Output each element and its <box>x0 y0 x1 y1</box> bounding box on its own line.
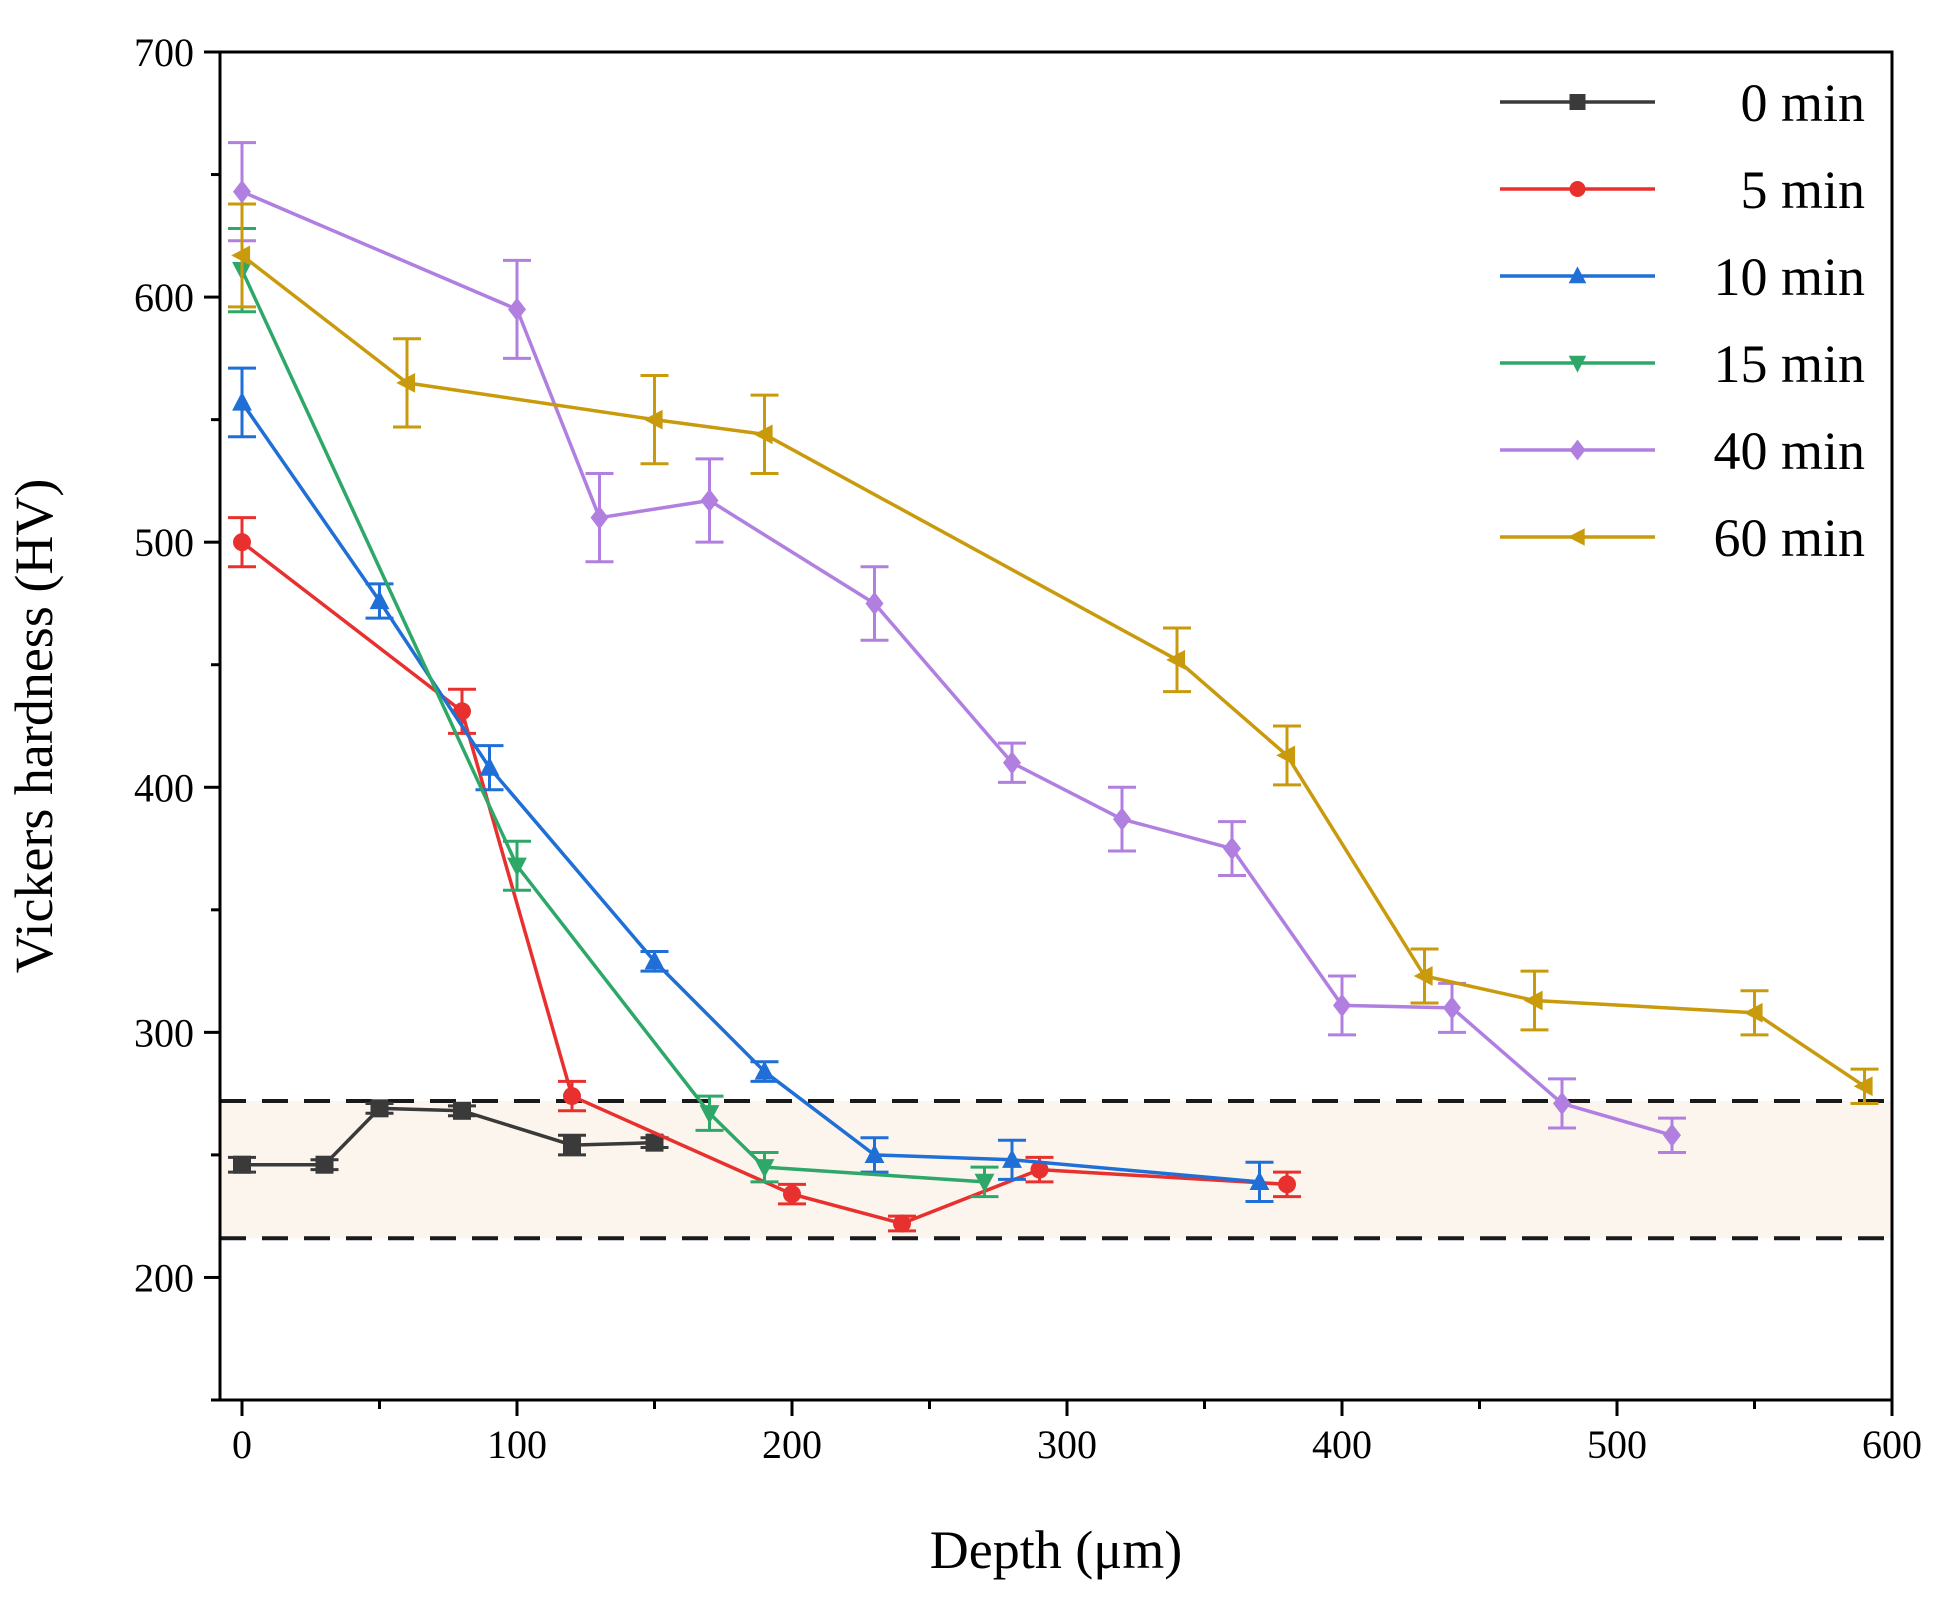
legend-item-5-min: 5 min <box>1500 160 1865 220</box>
data-point <box>232 391 252 411</box>
x-tick-label: 200 <box>762 1422 822 1467</box>
data-point <box>563 1136 581 1155</box>
series-line <box>242 1106 655 1167</box>
legend-item-0-min: 0 min <box>1500 73 1865 133</box>
data-point <box>370 1099 389 1118</box>
legend-item-60-min: 60 min <box>1500 508 1865 568</box>
series-line <box>240 254 1866 1088</box>
data-point <box>1853 1076 1873 1097</box>
data-point <box>1030 1160 1049 1179</box>
legend-label: 15 min <box>1713 334 1865 394</box>
legend: 0 min 5 min 10 min 15 min 40 min 60 min <box>1500 73 1865 568</box>
legend-marker <box>1569 94 1586 110</box>
legend-marker <box>1568 266 1587 284</box>
data-point <box>1002 1149 1022 1168</box>
ticks: 0 100 200 300 400 500 600 200 300 400 500 600 700 <box>134 30 1922 1467</box>
y-tick-label: 400 <box>134 765 194 810</box>
data-point <box>369 590 390 610</box>
data-point <box>1743 1002 1763 1023</box>
data-point <box>974 1173 995 1193</box>
legend-label: 60 min <box>1713 508 1865 568</box>
x-tick-label: 500 <box>1587 1422 1647 1467</box>
data-point <box>453 702 471 721</box>
legend-marker <box>1567 528 1585 546</box>
data-point <box>754 1159 775 1178</box>
series-40-min <box>228 141 1686 1154</box>
legend-label: 5 min <box>1740 160 1865 220</box>
series-5-min <box>228 516 1301 1233</box>
y-tick-label: 200 <box>134 1255 194 1300</box>
legend-label: 0 min <box>1740 73 1865 133</box>
data-point <box>644 950 665 970</box>
data-point <box>1003 751 1021 775</box>
data-point <box>563 1087 581 1106</box>
y-tick-label: 500 <box>134 520 194 565</box>
data-point <box>1443 996 1461 1020</box>
data-point <box>396 372 416 393</box>
data-point <box>233 180 251 204</box>
plot-frame <box>218 50 1894 1402</box>
x-tick-label: 400 <box>1312 1422 1372 1467</box>
data-point <box>1278 1175 1296 1194</box>
data-point <box>893 1214 911 1233</box>
data-point <box>1663 1123 1681 1148</box>
data-point <box>754 1060 775 1080</box>
legend-marker <box>1568 355 1587 373</box>
data-point <box>1223 836 1241 861</box>
x-axis-title: Depth (μm) <box>930 1520 1182 1580</box>
data-point <box>1276 745 1296 766</box>
data-point <box>233 1155 251 1174</box>
data-point <box>1113 807 1131 831</box>
data-point <box>1249 1171 1270 1190</box>
data-point <box>783 1185 801 1204</box>
data-point <box>643 409 663 430</box>
data-point <box>315 1155 334 1174</box>
series-15-min <box>228 226 999 1199</box>
legend-label: 40 min <box>1713 421 1865 481</box>
data-point <box>507 857 527 877</box>
data-point <box>1553 1091 1571 1116</box>
x-tick-label: 0 <box>232 1422 252 1467</box>
legend-item-40-min: 40 min <box>1500 421 1865 481</box>
x-tick-label: 600 <box>1862 1422 1922 1467</box>
series-10-min <box>228 366 1274 1203</box>
x-tick-label: 100 <box>487 1422 547 1467</box>
series-60-min <box>228 202 1879 1105</box>
x-tick-label: 300 <box>1037 1422 1097 1467</box>
series-layer <box>228 141 1879 1233</box>
series-line <box>240 401 1260 1184</box>
data-point <box>233 533 251 552</box>
data-point <box>1413 966 1433 986</box>
data-point <box>231 245 251 266</box>
data-point <box>508 297 526 322</box>
y-tick-label: 300 <box>134 1010 194 1055</box>
legend-marker <box>1569 181 1586 197</box>
series-line <box>241 190 1673 1137</box>
y-tick-label: 700 <box>134 30 194 75</box>
data-point <box>699 1105 720 1125</box>
series-line <box>240 269 985 1184</box>
y-tick-label: 600 <box>134 275 194 320</box>
axes <box>218 50 1894 1402</box>
legend-item-10-min: 10 min <box>1500 247 1865 307</box>
data-point <box>590 505 609 530</box>
data-point <box>479 756 500 776</box>
data-point <box>753 424 773 445</box>
series-0-min <box>228 1099 669 1174</box>
data-point <box>700 488 719 513</box>
data-point <box>645 1133 664 1152</box>
data-point <box>864 1144 885 1164</box>
legend-marker <box>1569 439 1586 461</box>
data-point <box>453 1101 471 1120</box>
legend-item-15-min: 15 min <box>1500 334 1865 394</box>
legend-label: 10 min <box>1713 247 1865 307</box>
data-point <box>1333 993 1351 1018</box>
y-axis-title: Vickers hardness (HV) <box>4 479 64 974</box>
data-point <box>865 591 884 616</box>
data-point <box>1523 990 1543 1011</box>
data-point <box>1166 649 1186 670</box>
